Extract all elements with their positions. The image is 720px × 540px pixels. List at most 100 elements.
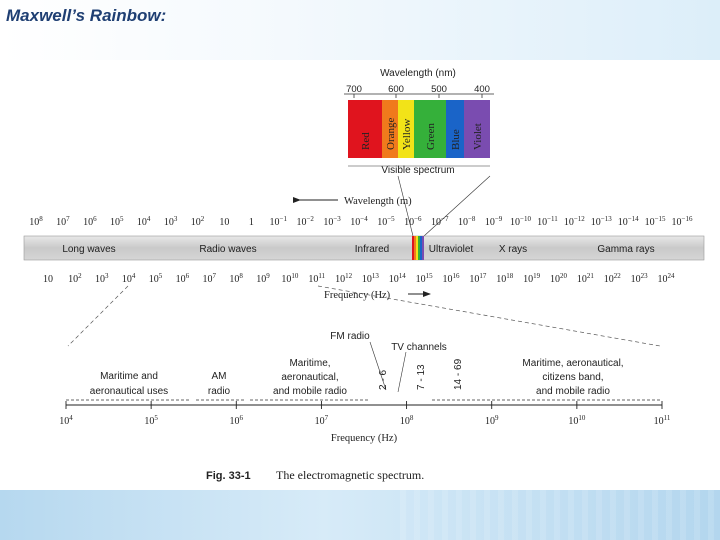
visible-band-yellow xyxy=(398,100,414,158)
tv-ch-2-6: 2 - 6 xyxy=(378,370,389,390)
visible-band-red xyxy=(348,100,382,158)
strip-blue xyxy=(420,236,422,260)
frequency-tick: 103 xyxy=(95,272,109,285)
wavelength-tick: 106 xyxy=(83,215,97,228)
frequency-tick: 105 xyxy=(149,272,163,285)
region-x-rays: X rays xyxy=(499,244,527,255)
radio-tick-label: 1011 xyxy=(654,414,671,427)
wavelength-tick: 10−7 xyxy=(431,215,449,228)
frequency-tick-labels: 10 102 103 104 105 106 107 108 109 1010 1011 1012 10… xyxy=(43,272,675,285)
visible-spectrum-inset: Wavelength (nm) 700 600 500 400 Red Orange Ye… xyxy=(344,68,494,237)
frequency-tick: 1016 xyxy=(443,272,461,285)
visible-band-orange xyxy=(382,100,398,158)
visible-band-label: Blue xyxy=(450,129,462,150)
frequency-tick: 1021 xyxy=(577,272,595,285)
radio-tick-label: 107 xyxy=(315,414,329,427)
visible-band-label: Violet xyxy=(472,123,484,150)
region-long-waves: Long waves xyxy=(62,244,115,255)
wavelength-axis-label: Wavelength (m) xyxy=(344,196,412,207)
visible-band-blue xyxy=(446,100,464,158)
wavelength-tick: 10−16 xyxy=(672,215,693,228)
am-line1: AM xyxy=(212,371,227,382)
fm-radio-pointer xyxy=(369,341,387,391)
visible-band-label: Red xyxy=(360,132,372,150)
wavelength-tick: 10−8 xyxy=(458,215,476,228)
radio-tick-label: 104 xyxy=(59,414,73,427)
frequency-tick: 1019 xyxy=(523,272,541,285)
wavelength-axis: Wavelength (m) 108 107 106 105 104 103 102 10 1 1… xyxy=(29,196,693,228)
frequency-axis: 10 102 103 104 105 106 107 108 109 1010 1011 1012 10… xyxy=(43,272,675,301)
mam-line3: and mobile radio xyxy=(273,386,347,397)
visible-band-green xyxy=(414,100,446,158)
strip-violet xyxy=(422,236,424,260)
radio-tick-labels: 104 105 106 107 108 109 1010 1011 xyxy=(59,401,671,427)
wavelength-tick: 10−9 xyxy=(485,215,503,228)
wavelength-tick-labels: 108 107 106 105 104 103 102 10 1 10−1 10−2 10−3 10−4… xyxy=(29,215,693,228)
wavelength-tick: 10−14 xyxy=(618,215,639,228)
visible-tick-label: 400 xyxy=(474,84,490,95)
wavelength-tick: 10−5 xyxy=(377,215,395,228)
wavelength-tick: 10−15 xyxy=(645,215,666,228)
wavelength-tick: 10−4 xyxy=(350,215,368,228)
visible-band-violet xyxy=(464,100,490,158)
visible-tick-label: 700 xyxy=(346,84,362,95)
visible-band-label: Yellow xyxy=(401,119,413,150)
figure-caption: The electromagnetic spectrum. xyxy=(276,468,424,482)
visible-connector-left xyxy=(397,175,414,237)
region-gamma-rays: Gamma rays xyxy=(597,244,654,255)
spectrum-bar: Long waves Radio waves Infrared Ultravio… xyxy=(23,235,705,261)
wavelength-tick: 104 xyxy=(137,215,151,228)
tv-ch-7-13: 7 - 13 xyxy=(416,364,427,390)
radio-axis-label: Frequency (Hz) xyxy=(331,433,398,444)
visible-strip xyxy=(412,236,424,260)
macb-line1: Maritime, aeronautical, xyxy=(522,358,623,369)
radio-tick-label: 108 xyxy=(400,414,414,427)
wavelength-tick: 10−12 xyxy=(564,215,585,228)
frequency-tick: 1013 xyxy=(362,272,380,285)
frequency-tick: 107 xyxy=(202,272,216,285)
visible-wavelength-heading: Wavelength (nm) xyxy=(380,68,456,79)
visible-spectrum-caption: Visible spectrum xyxy=(381,165,454,176)
strip-yellow xyxy=(416,236,418,260)
title-band xyxy=(0,0,720,60)
frequency-tick: 1022 xyxy=(604,272,622,285)
wavelength-tick: 10−2 xyxy=(296,215,314,228)
macb-line3: and mobile radio xyxy=(536,386,610,397)
fm-radio-label: FM radio xyxy=(330,331,370,342)
visible-band-label: Orange xyxy=(385,118,397,150)
frequency-tick: 1018 xyxy=(496,272,513,285)
wavelength-tick: 10−6 xyxy=(404,215,422,228)
frequency-tick: 1020 xyxy=(550,272,568,285)
frequency-tick: 106 xyxy=(176,272,190,285)
frequency-tick: 1014 xyxy=(389,272,407,285)
visible-connector-right xyxy=(423,175,491,237)
wavelength-tick: 10−3 xyxy=(323,215,341,228)
frequency-tick: 1010 xyxy=(281,272,299,285)
frequency-tick: 1012 xyxy=(335,272,353,285)
frequency-tick: 104 xyxy=(122,272,136,285)
frequency-tick: 1017 xyxy=(469,272,487,285)
wavelength-tick: 102 xyxy=(191,215,205,228)
footer-band xyxy=(0,490,720,540)
figure-number: Fig. 33-1 xyxy=(206,470,251,482)
visible-tick-label: 500 xyxy=(431,84,447,95)
radio-tick-label: 1010 xyxy=(568,414,586,427)
am-line2: radio xyxy=(208,386,231,397)
frequency-tick: 1024 xyxy=(658,272,676,285)
frequency-tick: 109 xyxy=(256,272,270,285)
radio-tick-label: 109 xyxy=(485,414,499,427)
zoom-connector-right xyxy=(317,285,661,347)
region-infrared: Infrared xyxy=(355,244,389,255)
slide-title: Maxwell’s Rainbow: xyxy=(6,6,167,25)
wavelength-tick: 10 xyxy=(219,217,229,228)
mam-line2: aeronautical, xyxy=(281,372,338,383)
wavelength-tick: 103 xyxy=(164,215,178,228)
radio-tick-label: 106 xyxy=(230,414,244,427)
radio-detail: FM radio TV channels 2 - 6 7 - 13 14 - 6… xyxy=(59,331,671,444)
visible-tick-label: 600 xyxy=(388,84,404,95)
tv-channels-label: TV channels xyxy=(391,342,447,353)
tv-ch-14-69: 14 - 69 xyxy=(453,358,464,390)
wavelength-tick: 10−1 xyxy=(270,215,288,228)
strip-orange xyxy=(414,236,416,260)
frequency-tick: 102 xyxy=(68,272,82,285)
